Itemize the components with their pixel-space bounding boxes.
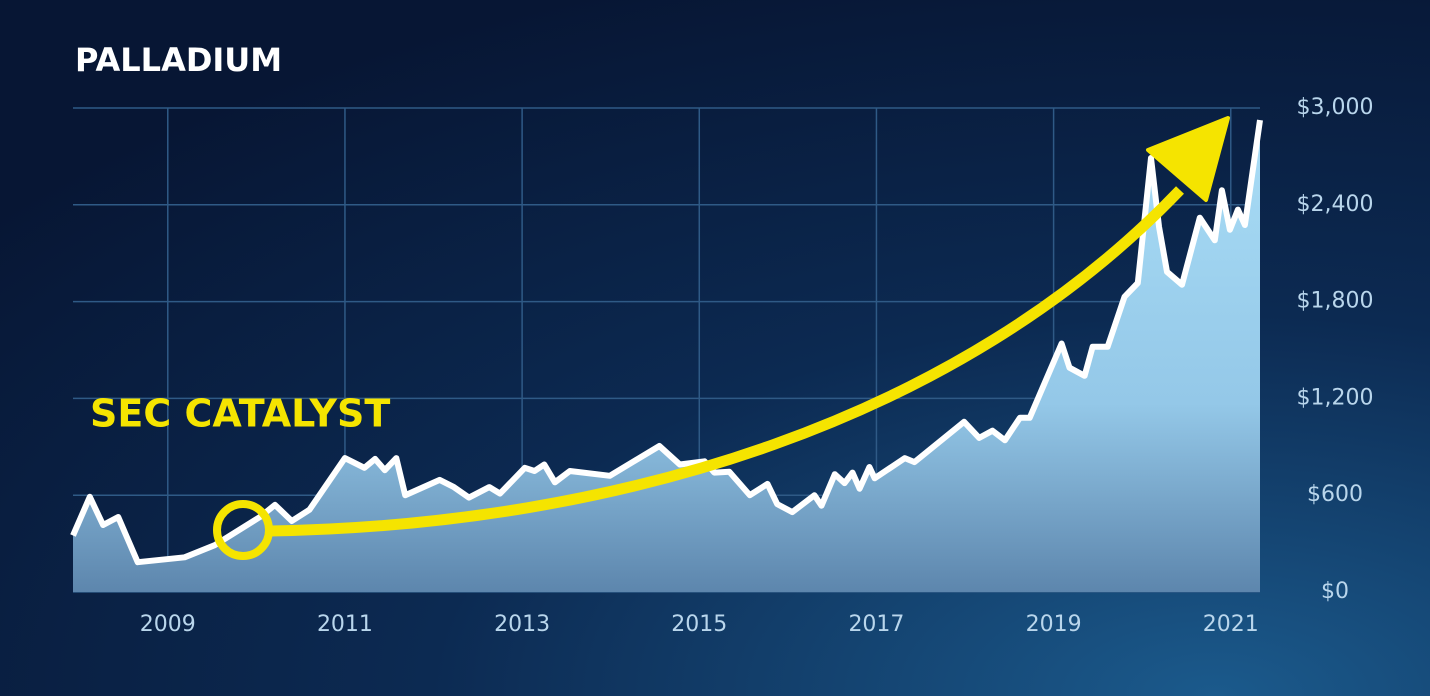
x-tick-label: 2015 xyxy=(671,612,727,637)
y-tick-label: $3,000 xyxy=(1297,95,1374,120)
annotation: SEC CATALYST xyxy=(90,392,390,436)
area xyxy=(73,120,1260,592)
x-tick-label: 2019 xyxy=(1026,612,1082,637)
y-tick-label: $1,200 xyxy=(1297,385,1374,410)
highlight-circle xyxy=(213,500,273,560)
x-tick-label: 2021 xyxy=(1203,612,1259,637)
x-tick-label: 2011 xyxy=(317,612,373,637)
y-tick-label: $2,400 xyxy=(1297,192,1374,217)
chart-title: PALLADIUM xyxy=(75,41,282,79)
plot xyxy=(70,119,1263,592)
y-tick-label: $1,800 xyxy=(1297,289,1374,314)
y-tick-label: $600 xyxy=(1307,482,1363,507)
y-tick-label: $0 xyxy=(1321,579,1349,604)
trend-arrow xyxy=(269,186,1184,537)
arrow-head xyxy=(1146,116,1230,202)
x-tick-label: 2013 xyxy=(494,612,550,637)
x-tick-label: 2009 xyxy=(140,612,196,637)
line xyxy=(70,119,1263,566)
x-tick-label: 2017 xyxy=(848,612,904,637)
